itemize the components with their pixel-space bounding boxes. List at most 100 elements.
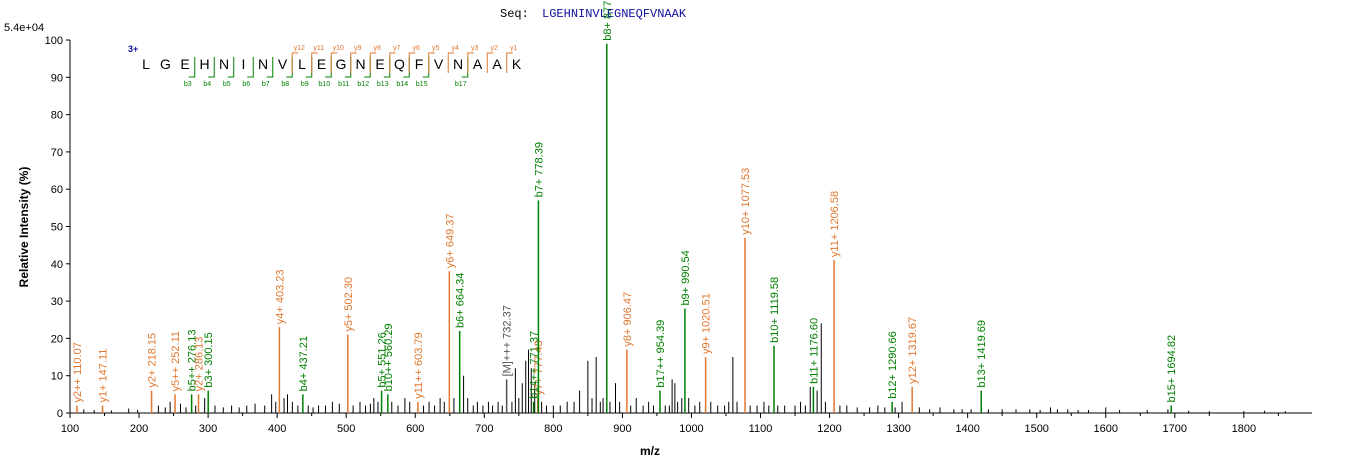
sequence-residue: A (473, 56, 483, 72)
peak-label: y11++ 603.79 (413, 332, 425, 398)
sequence-residue: L (142, 56, 150, 72)
b-ion-bracket (247, 57, 254, 78)
peak-label: b17++ 954.39 (655, 320, 667, 388)
sequence-residue: A (492, 56, 502, 72)
x-tick-label: 1800 (1232, 423, 1256, 435)
sequence-residue: V (278, 56, 288, 72)
x-tick-label: 700 (475, 423, 493, 435)
peak-label: b13+ 1419.69 (976, 320, 988, 388)
peak-label: y6+ 649.37 (444, 214, 456, 269)
peak-label: y5+ 502.30 (343, 277, 355, 332)
peak-label: b14++ 771.37 (529, 331, 541, 399)
y-tick-label: 90 (51, 72, 63, 84)
y-ion-mark: y2 (491, 45, 499, 52)
peak-label: y8+ 906.47 (622, 292, 634, 347)
b-ion-mark: b9 (301, 81, 309, 88)
b-ion-mark: b8 (281, 81, 289, 88)
x-tick-label: 1700 (1163, 423, 1187, 435)
sequence-residue: L (298, 56, 306, 72)
x-tick-label: 300 (199, 423, 217, 435)
intensity-scale-label: 5.4e+04 (4, 22, 44, 34)
b-ion-bracket (422, 57, 430, 78)
sequence-residue: E (180, 56, 189, 72)
peak-label: b4+ 437.21 (298, 336, 310, 391)
y-tick-label: 40 (51, 259, 63, 271)
peak-label: [M]+++ 732.37 (502, 305, 514, 376)
peak-label: y11+ 1206.58 (829, 191, 841, 257)
plot-area: 0 10 20 30 40 50 60 70 80 90 100 100 200 300 400 500 600… (45, 0, 1312, 435)
x-tick-label: 500 (337, 423, 355, 435)
x-tick-label: 200 (130, 423, 148, 435)
sequence-residue: Q (394, 56, 405, 72)
y-tick-label: 0 (57, 408, 63, 420)
y-tick-label: 20 (51, 333, 63, 345)
b-ion-mark: b12 (357, 81, 369, 88)
y-ion-bracket (408, 52, 416, 73)
x-tick-label: 1000 (679, 423, 703, 435)
b-ion-mark: b7 (262, 81, 270, 88)
sequence-residue: H (199, 56, 209, 72)
y-tick-label: 50 (51, 222, 63, 234)
y-ion-mark: y9 (354, 45, 362, 52)
y-ion-mark: y6 (413, 45, 421, 52)
y-ion-bracket (467, 52, 474, 73)
peak-label: b5++ 276.13 (187, 330, 199, 392)
peak-label: y2++ 110.07 (72, 342, 84, 402)
y-ion-bracket (447, 52, 455, 73)
y-ion-bracket (486, 52, 494, 73)
peak-label: y10+ 1077.53 (740, 168, 752, 235)
b-ion-bracket (208, 57, 215, 78)
y-ion-mark: y12 (294, 45, 305, 52)
b-ion-mark: b3 (184, 81, 192, 88)
sequence-residue: G (336, 56, 347, 72)
x-tick-label: 1500 (1024, 423, 1048, 435)
sequence-residue: F (415, 56, 424, 72)
b-ion-mark: b15 (416, 81, 428, 88)
y-ion-mark: y4 (452, 45, 460, 52)
sequence-residue: E (317, 56, 326, 72)
y-tick-label: 30 (51, 296, 63, 308)
y-ion-mark: y5 (432, 45, 440, 52)
peak-label: y2+ 286.13 (194, 337, 206, 392)
y-ion-bracket (369, 52, 377, 73)
chart-title-sequence: LGEHNINVLEGNEQFVNAAK (542, 7, 687, 21)
y-ion-bracket (506, 52, 513, 73)
b-ion-bracket (266, 57, 274, 78)
y-ion-bracket (330, 52, 338, 73)
sequence-residue: N (258, 56, 268, 72)
b-ion-mark: b14 (396, 81, 408, 88)
peak-label: y1+ 147.11 (98, 349, 110, 403)
sequence-residue: G (160, 56, 171, 72)
peak-label: y5++ 252.11 (170, 331, 182, 391)
b-ion-mark: b4 (203, 81, 211, 88)
x-tick-label: 800 (544, 423, 562, 435)
b-ion-mark: b5 (223, 81, 231, 88)
x-tick-label: 400 (268, 423, 286, 435)
chart-title: Seq: LGEHNINVLEGNEQFVNAAK (500, 7, 687, 21)
sequence-residue: E (375, 56, 384, 72)
x-tick-label: 1600 (1094, 423, 1118, 435)
sequence-residue: I (242, 56, 246, 72)
peak-label: y4+ 403.23 (274, 269, 286, 324)
peak-label: b11+ 1176.60 (808, 318, 820, 384)
y-ion-mark: y11 (313, 45, 324, 52)
peak-label: y12+ 1319.67 (907, 317, 919, 384)
peak-label: b12+ 1290.66 (887, 331, 899, 399)
b-ion-bracket (305, 57, 313, 78)
y-ion-mark: y8 (374, 45, 382, 52)
sequence-residue: K (512, 56, 522, 72)
peak-label: b6+ 664.34 (455, 273, 467, 328)
x-tick-label: 900 (613, 423, 631, 435)
sequence-residue: N (355, 56, 365, 72)
sequence-residue: V (434, 56, 444, 72)
y-ion-bracket (389, 52, 396, 73)
y-axis-title: Relative Intensity (%) (17, 167, 31, 288)
peak-label: b10++ 560.29 (383, 323, 395, 391)
y-tick-label: 80 (51, 110, 63, 122)
b-ion-mark: b11 (338, 81, 349, 88)
peak-label: b9+ 990.54 (680, 250, 692, 305)
x-tick-label: 1100 (749, 423, 773, 435)
sequence-residue: N (453, 56, 463, 72)
x-tick-label: 1200 (817, 423, 841, 435)
